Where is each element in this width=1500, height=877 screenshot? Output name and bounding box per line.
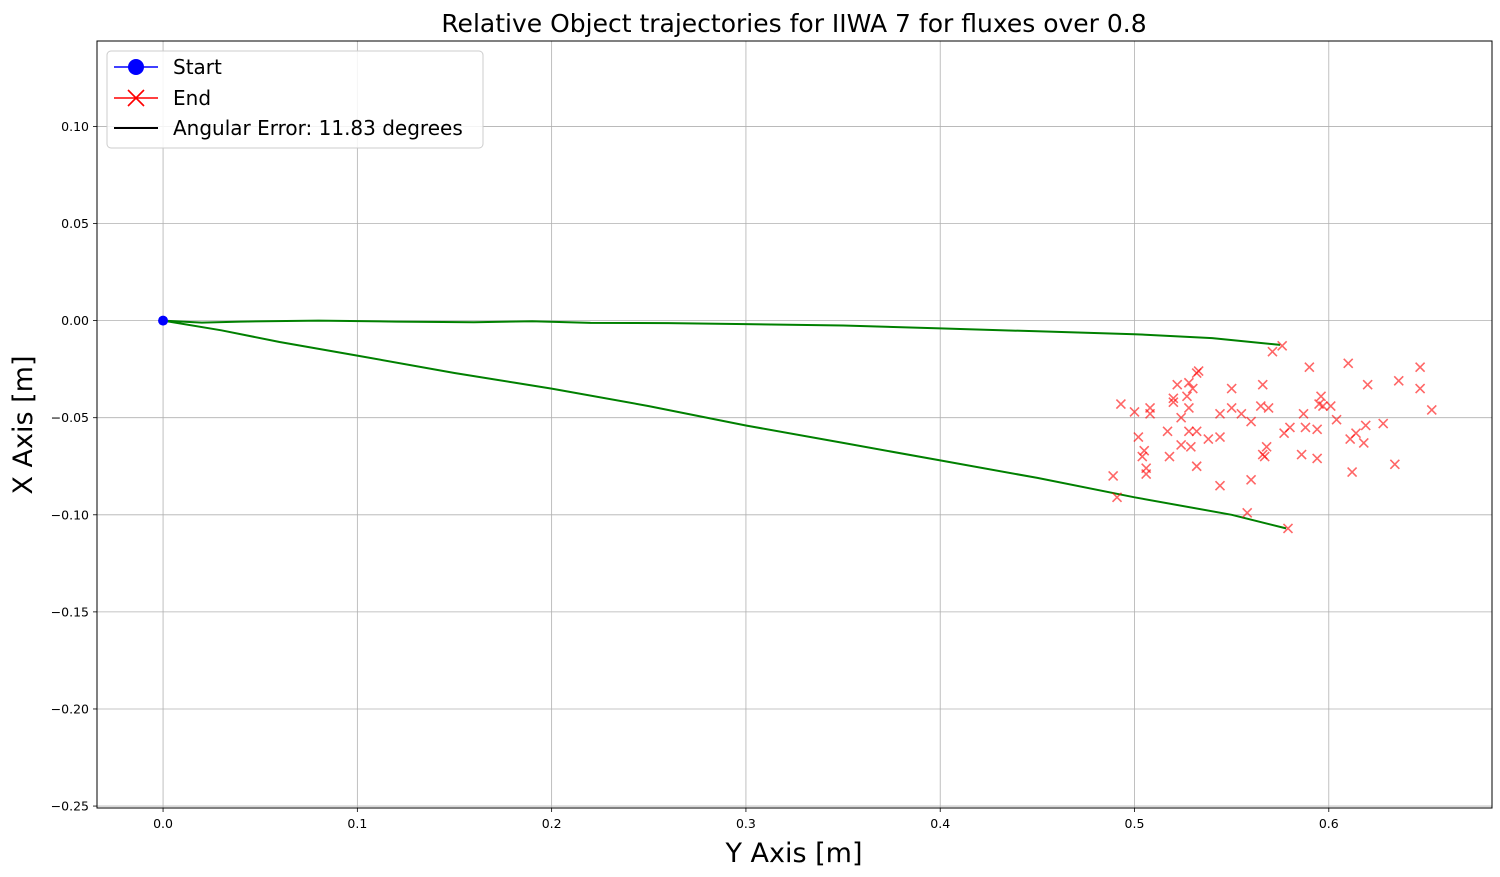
end-point-marker	[1183, 402, 1194, 414]
end-point-marker	[1259, 451, 1270, 462]
end-point-marker	[1168, 393, 1179, 404]
end-point-marker	[1317, 400, 1329, 412]
end-point-marker	[1214, 432, 1226, 443]
end-point-marker	[1246, 474, 1257, 485]
end-point-marker	[1203, 433, 1214, 445]
end-point-marker	[1236, 408, 1247, 419]
y-tick-label: −0.15	[51, 604, 89, 619]
end-point-marker	[1111, 492, 1123, 503]
trajectory-line-2	[162, 319, 1287, 530]
end-point-marker	[1133, 432, 1144, 443]
end-point-marker	[1282, 523, 1294, 534]
end-point-marker	[1183, 377, 1194, 388]
legend-start-marker	[128, 59, 144, 75]
legend-end-label: End	[173, 86, 211, 110]
x-axis-label: Y Axis [m]	[724, 838, 862, 869]
end-point-marker	[1242, 507, 1253, 518]
end-point-marker	[1183, 426, 1194, 437]
end-point-marker	[1393, 375, 1404, 386]
end-point-marker	[1176, 412, 1187, 423]
chart-title: Relative Object trajectories for IIWA 7 …	[441, 9, 1146, 38]
x-tick-label: 0.6	[1319, 816, 1339, 831]
end-point-marker	[1181, 391, 1193, 402]
end-point-marker	[1137, 451, 1148, 462]
y-tick-label: −0.20	[51, 701, 89, 716]
x-tick-label: 0.0	[153, 816, 173, 831]
end-point-marker	[1298, 408, 1309, 419]
end-point-marker	[1214, 408, 1226, 419]
y-tick-label: 0.05	[61, 216, 89, 231]
x-tick-label: 0.4	[930, 816, 950, 831]
end-point-marker	[1144, 408, 1156, 419]
end-point-marker	[1246, 416, 1257, 427]
end-point-marker	[1277, 340, 1288, 351]
end-point-marker	[1187, 383, 1198, 394]
end-point-marker	[1172, 379, 1183, 390]
end-point-marker	[1296, 449, 1307, 460]
x-tick-label: 0.2	[542, 816, 562, 831]
end-point-marker	[1389, 459, 1400, 470]
end-point-marker	[1162, 426, 1173, 437]
legend-box	[106, 50, 484, 149]
end-point-marker	[1108, 470, 1119, 482]
end-point-marker	[1360, 420, 1371, 431]
end-point-marker	[1300, 422, 1311, 433]
x-tick-label: 0.3	[736, 816, 756, 831]
plot-area-frame	[96, 40, 1493, 809]
end-point-marker	[1362, 379, 1373, 390]
end-point-marker	[1315, 391, 1327, 402]
trajectory-line-1	[163, 319, 1281, 346]
end-point-marker	[1115, 399, 1126, 410]
end-point-marker	[1426, 404, 1437, 416]
end-point-marker	[1312, 453, 1323, 464]
end-point-marker	[1267, 346, 1278, 357]
end-point-marker	[1176, 439, 1187, 450]
end-point-marker	[1139, 445, 1150, 456]
end-point-marker	[1191, 426, 1202, 437]
end-point-marker	[1191, 367, 1202, 379]
y-tick-label: 0.10	[61, 119, 89, 134]
y-tick-label: 0.00	[61, 313, 89, 328]
end-point-marker	[1191, 461, 1202, 472]
legend-start-label: Start	[173, 55, 222, 79]
end-point-marker	[1415, 362, 1426, 373]
end-point-marker	[1347, 467, 1358, 478]
start-point-marker	[158, 315, 169, 326]
end-point-marker	[1257, 379, 1268, 390]
end-point-marker	[1284, 422, 1296, 433]
end-point-marker	[1304, 362, 1315, 373]
end-point-marker	[1358, 437, 1369, 449]
x-tick-label: 0.1	[347, 816, 367, 831]
legend-angular-error-label: Angular Error: 11.83 degrees	[173, 116, 463, 140]
end-point-marker	[1263, 402, 1274, 414]
end-point-marker	[1378, 418, 1389, 429]
y-tick-label: −0.05	[51, 410, 89, 425]
y-tick-label: −0.10	[51, 507, 89, 522]
end-point-marker	[1312, 424, 1323, 435]
end-point-marker	[1415, 383, 1426, 394]
end-point-marker	[1129, 406, 1140, 417]
end-point-marker	[1185, 441, 1196, 452]
end-point-marker	[1214, 480, 1226, 491]
end-point-marker	[1255, 400, 1266, 412]
plot-data	[158, 315, 1437, 534]
end-point-marker	[1226, 402, 1237, 414]
end-point-marker	[1331, 414, 1342, 425]
axis-ticks: 0.0 0.1 0.2 0.3 0.4 0.5 0.6 0.10 0.05 0.00 −0.05 −0…	[51, 119, 1339, 831]
end-point-marker	[1141, 468, 1152, 480]
legend-end-marker	[127, 89, 145, 107]
legend: Start End Angular Error: 11.83 degrees	[106, 50, 484, 149]
y-axis-label: X Axis [m]	[8, 355, 39, 494]
end-point-marker	[1164, 451, 1175, 462]
end-point-marker	[1168, 397, 1179, 408]
end-point-marker	[1226, 383, 1237, 394]
end-point-marker	[1343, 358, 1354, 369]
y-tick-label: −0.25	[51, 799, 89, 814]
end-point-marker	[1325, 400, 1336, 412]
end-point-marker	[1350, 428, 1362, 439]
x-tick-label: 0.5	[1125, 816, 1145, 831]
end-point-marker	[1261, 441, 1272, 452]
